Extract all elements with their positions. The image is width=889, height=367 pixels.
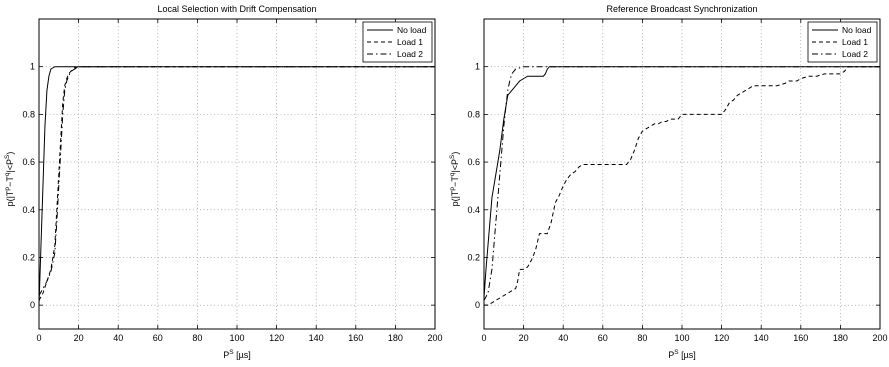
legend: No load Load 1 Load 2 [362, 21, 433, 63]
y-tick-label: 0.8 [22, 109, 35, 119]
x-axis-label: PS [µs] [223, 349, 251, 360]
legend-label: Load 2 [842, 49, 868, 59]
series-line-no-load [484, 66, 880, 299]
x-tick-label: 200 [872, 333, 887, 343]
series-line-load-2 [39, 66, 435, 296]
x-tick-label: 80 [637, 333, 647, 343]
x-tick-label: 120 [269, 333, 284, 343]
x-tick-label: 100 [674, 333, 689, 343]
chart-title: Local Selection with Drift Compensation [157, 4, 316, 14]
y-tick-label: 0.6 [22, 157, 35, 167]
chart-panel-1: 0 20 40 60 80 100 120 140 160 180 200 0 0.2 0.4 0.6 0.8… [4, 4, 443, 360]
legend-label: Load 2 [397, 49, 423, 59]
x-tick-label: 100 [229, 333, 244, 343]
y-tick-label: 0.2 [22, 252, 35, 262]
y-tick-label: 0.8 [467, 109, 480, 119]
x-tick-label: 200 [427, 333, 442, 343]
x-tick-label: 0 [36, 333, 41, 343]
series-line-load-1 [39, 66, 435, 301]
x-tick-label: 80 [192, 333, 202, 343]
legend-label: Load 1 [842, 37, 868, 47]
y-tick-label: 0.2 [467, 252, 480, 262]
x-tick-label: 40 [558, 333, 568, 343]
x-tick-label: 60 [153, 333, 163, 343]
y-tick-label: 0.4 [467, 205, 480, 215]
y-tick-label: 0.6 [467, 157, 480, 167]
x-tick-label: 20 [74, 333, 84, 343]
y-tick-label: 1 [475, 62, 480, 72]
x-axis-label: PS [µs] [668, 349, 696, 360]
x-tick-label: 180 [388, 333, 403, 343]
chart-title: Reference Broadcast Synchronization [606, 4, 757, 14]
y-tick-label: 0.4 [22, 205, 35, 215]
x-tick-label: 60 [598, 333, 608, 343]
y-axis-label: p(|Tp−Tq|<PS) [449, 152, 460, 207]
x-tick-label: 160 [793, 333, 808, 343]
y-axis-label: p(|Tp−Tq|<PS) [4, 152, 15, 207]
chart-panel-2: 0 20 40 60 80 100 120 140 160 180 200 0 0.2 0.4 0.6 0.8… [449, 4, 888, 360]
x-tick-label: 180 [833, 333, 848, 343]
x-tick-label: 160 [348, 333, 363, 343]
x-tick-label: 140 [754, 333, 769, 343]
y-tick-label: 0 [30, 300, 35, 310]
x-tick-label: 140 [309, 333, 324, 343]
x-tick-label: 20 [519, 333, 529, 343]
series-line-load-1 [484, 66, 880, 306]
x-tick-label: 120 [714, 333, 729, 343]
legend-label: No load [842, 25, 872, 35]
series-line-load-2 [484, 66, 880, 301]
x-tick-label: 40 [113, 333, 123, 343]
y-tick-label: 1 [30, 62, 35, 72]
legend-label: Load 1 [397, 37, 423, 47]
x-tick-label: 0 [481, 333, 486, 343]
legend-label: No load [397, 25, 427, 35]
y-tick-label: 0 [475, 300, 480, 310]
legend: No load Load 1 Load 2 [807, 21, 878, 63]
series-line-no-load [39, 66, 435, 306]
